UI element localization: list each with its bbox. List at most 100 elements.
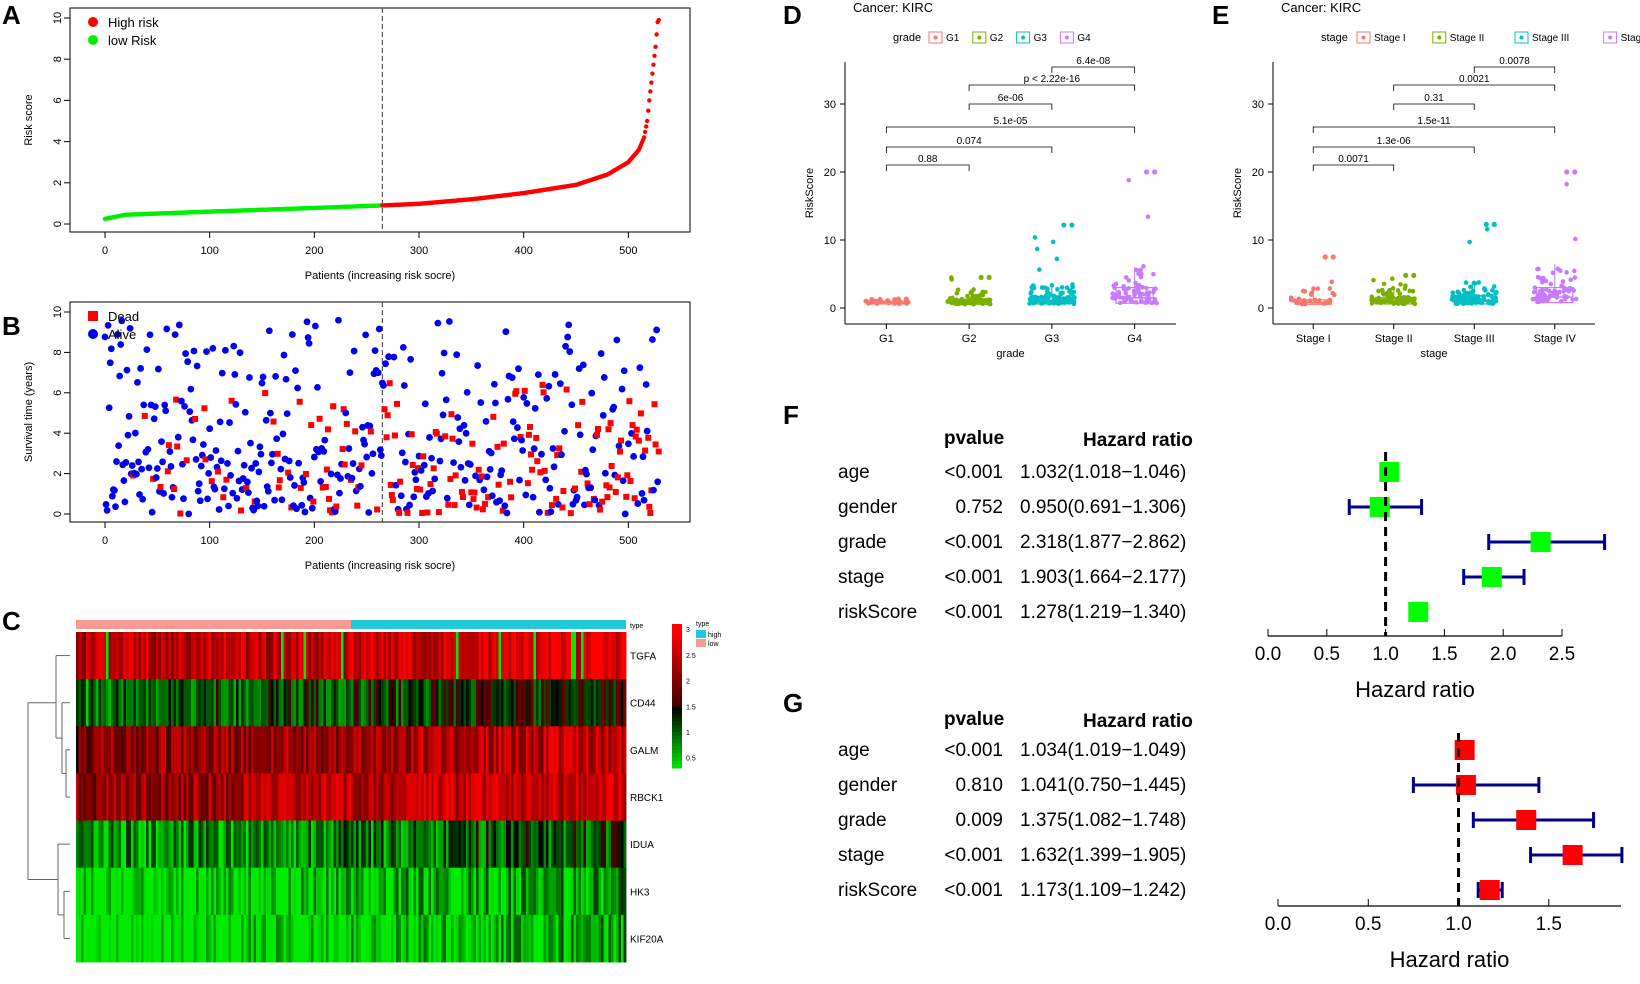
gene-label: GALM: [630, 746, 658, 757]
heatmap-cell: [318, 820, 322, 869]
heatmap-cell: [376, 726, 379, 774]
heatmap-cell: [281, 820, 284, 869]
alive-point: [295, 459, 303, 467]
heatmap-cell: [436, 679, 439, 727]
heatmap-cell: [503, 726, 507, 774]
hazard-ratio-ci: 1.173(1.109−1.242): [1020, 880, 1186, 901]
heatmap-cell: [186, 820, 189, 869]
heatmap-cell: [228, 914, 232, 963]
alive-point: [305, 339, 313, 347]
alive-point: [561, 427, 568, 435]
heatmap-cell: [181, 867, 184, 916]
heatmap-cell: [458, 867, 462, 916]
heatmap-cell: [478, 820, 482, 869]
jitter-point: [1071, 294, 1077, 300]
x-tick-label: 1.0: [1445, 914, 1471, 935]
heatmap-cell: [86, 820, 89, 869]
jitter-point: [1571, 288, 1577, 293]
heatmap-cell: [223, 773, 227, 821]
heatmap-cell: [101, 679, 104, 727]
heatmap-cell: [81, 914, 84, 963]
outlier-point: [1322, 254, 1328, 260]
heatmap-cell: [498, 632, 502, 680]
dead-point: [228, 397, 235, 404]
heatmap-cell: [508, 726, 512, 774]
heatmap-cell: [466, 679, 469, 727]
alive-point: [421, 400, 429, 408]
heatmap-cell: [268, 867, 272, 916]
type-legend-title: type: [696, 621, 709, 628]
heatmap-cell: [378, 726, 382, 774]
dead-point: [605, 426, 612, 433]
jitter-point: [1137, 290, 1142, 296]
jitter-point: [1387, 290, 1393, 296]
bracket: [885, 164, 970, 171]
jitter-point: [1564, 181, 1570, 187]
heatmap-cell: [83, 679, 87, 727]
jitter-point: [1463, 280, 1469, 285]
heatmap-cell: [261, 914, 264, 963]
heatmap-cell: [338, 914, 342, 963]
heatmap-cell: [468, 820, 472, 869]
alive-point: [211, 485, 219, 493]
jitter-point: [1381, 281, 1387, 287]
heatmap-cell: [498, 773, 502, 821]
heatmap-cell: [208, 820, 212, 869]
dead-point: [340, 406, 347, 413]
heatmap-cell: [408, 632, 412, 680]
heatmap-cell: [263, 726, 267, 774]
heatmap-cell: [378, 632, 382, 680]
alive-point: [171, 331, 179, 339]
heatmap-cell: [601, 867, 604, 916]
heatmap-cell: [338, 632, 342, 680]
dead-point: [490, 413, 497, 420]
alive-point: [397, 492, 405, 500]
heatmap-cell: [148, 820, 152, 869]
heatmap-cell: [386, 773, 389, 821]
dead-point: [556, 445, 563, 452]
hazard-ratio-box: [1516, 810, 1537, 830]
x-tick-label: Stage III: [1454, 333, 1495, 345]
heatmap-cell: [623, 632, 627, 680]
heatmap-cell: [323, 679, 327, 727]
heatmap-cell: [383, 914, 387, 963]
x-axis-label: grade: [996, 348, 1024, 360]
alive-point: [153, 465, 161, 472]
heatmap-cell: [351, 773, 354, 821]
heatmap-cell: [511, 679, 514, 727]
heatmap-cell: [416, 726, 419, 774]
heatmap-cell: [411, 632, 414, 680]
heatmap-cell: [396, 632, 399, 680]
alive-point: [229, 489, 237, 497]
heatmap-cell: [481, 773, 484, 821]
heatmap-cell: [371, 773, 374, 821]
heatmap-cell: [146, 632, 149, 680]
heatmap-cell: [213, 726, 217, 774]
jitter-point: [1151, 271, 1156, 277]
heatmap-cell: [473, 632, 477, 680]
heatmap-cell: [368, 679, 372, 727]
heatmap-cell: [178, 679, 182, 727]
alive-point: [167, 463, 175, 470]
heatmap-cell: [433, 773, 437, 821]
bracket-label: 6e-06: [998, 93, 1024, 104]
alive-point: [522, 491, 530, 499]
heatmap-cell: [118, 773, 122, 821]
alive-point: [640, 496, 648, 504]
legend-title: stage: [1321, 32, 1348, 44]
heatmap-cell: [613, 773, 617, 821]
heatmap-cell: [91, 914, 94, 963]
heatmap-cell: [381, 726, 384, 774]
alive-point: [346, 369, 354, 377]
heatmap-cell: [93, 632, 97, 680]
alive-point: [126, 324, 134, 332]
heatmap-cell: [446, 679, 449, 727]
heatmap-cell: [93, 773, 97, 821]
heatmap-cell: [401, 632, 404, 680]
colorbar-step: [672, 624, 682, 629]
alive-point: [193, 362, 201, 370]
heatmap-cell: [186, 914, 189, 963]
heatmap-cell: [388, 914, 392, 963]
heatmap-cell: [591, 867, 594, 916]
heatmap-cell: [241, 867, 244, 916]
